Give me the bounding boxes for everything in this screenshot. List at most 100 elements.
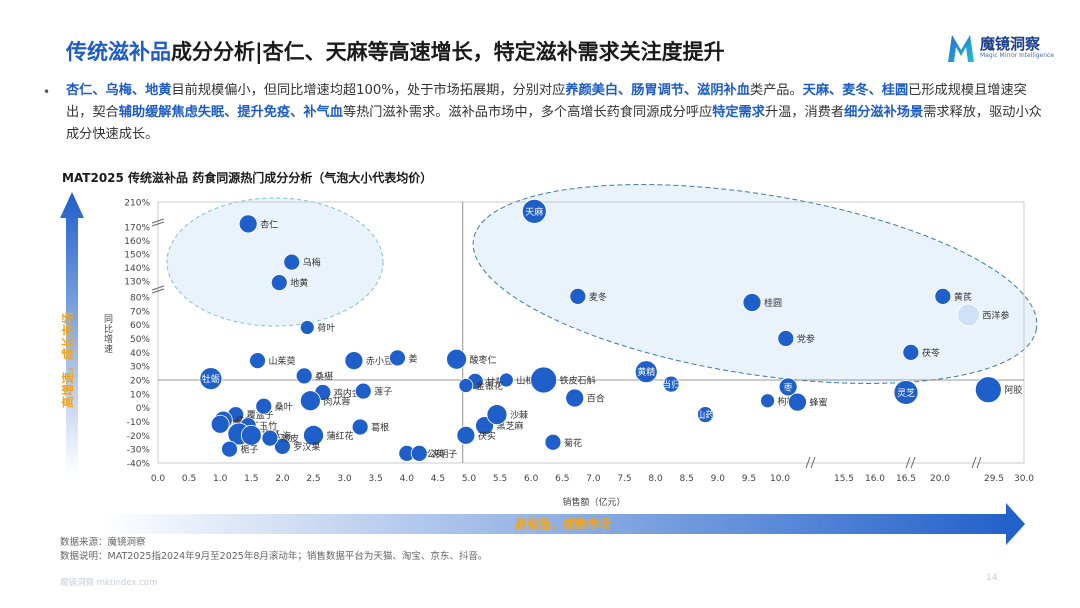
bubble-label: 姜 bbox=[408, 352, 417, 364]
y-axis-title: 同比增速 bbox=[104, 314, 113, 355]
bubble-label: 金银花 bbox=[476, 380, 503, 392]
bubble-point bbox=[957, 303, 980, 327]
bubble-point bbox=[565, 388, 585, 408]
x-axis-break bbox=[810, 456, 816, 469]
x-tick-label: 0.5 bbox=[182, 474, 196, 484]
x-tick-label: 7.5 bbox=[617, 474, 631, 484]
y-tick-label: 0% bbox=[136, 404, 151, 414]
bubble-point bbox=[934, 287, 952, 305]
data-source: 数据来源：魔镜洞察 bbox=[60, 537, 146, 548]
y-tick-label: 130% bbox=[124, 278, 150, 288]
bubble-point bbox=[742, 293, 762, 312]
logo-m-icon bbox=[948, 35, 974, 62]
y-tick-label: 70% bbox=[130, 307, 150, 317]
bubble-label: 山茱萸 bbox=[269, 356, 296, 367]
y-tick-label: 50% bbox=[130, 335, 150, 345]
y-tick-label: -40% bbox=[127, 460, 151, 470]
bubble-point bbox=[902, 343, 920, 361]
x-tick-label: 5.5 bbox=[493, 474, 507, 484]
x-tick-label: 29.5 bbox=[984, 474, 1004, 484]
summary-keyword: 杏仁、乌梅、地黄 bbox=[66, 83, 172, 98]
bubble-point bbox=[238, 214, 258, 234]
x-tick-label: 16.5 bbox=[896, 474, 916, 484]
bubble-label: 决明子 bbox=[430, 448, 457, 460]
bubble-label: 桑椹 bbox=[315, 371, 333, 382]
y-tick-label: 140% bbox=[124, 264, 150, 274]
title-highlight: 传统滋补品 bbox=[66, 40, 171, 64]
bubble-point bbox=[446, 348, 467, 370]
x-axis-break bbox=[905, 456, 911, 469]
bubble-label: 党参 bbox=[797, 333, 815, 345]
bubble-label: 麦冬 bbox=[589, 291, 607, 303]
bubble-label: 赤小豆 bbox=[366, 356, 393, 367]
bubble-point bbox=[521, 198, 547, 224]
y-tick-label: 20% bbox=[130, 377, 150, 387]
growth-zone-left bbox=[166, 197, 384, 327]
bubble-point bbox=[299, 320, 315, 335]
bubble-point bbox=[456, 425, 476, 445]
x-tick-label: 10.0 bbox=[770, 474, 790, 484]
bubble-label: 牡蛎 bbox=[202, 373, 220, 385]
bubble-point bbox=[255, 397, 273, 415]
bubble-point bbox=[696, 406, 714, 423]
bubble-label: 沙棘 bbox=[510, 410, 528, 421]
x-tick-label: 6.5 bbox=[555, 474, 569, 484]
bullet-icon: • bbox=[43, 85, 51, 99]
bubble-label: 杏仁 bbox=[260, 218, 278, 230]
y-tick-label: 60% bbox=[130, 321, 150, 331]
x-tick-label: 8.5 bbox=[680, 474, 694, 484]
summary-segment: 等热门滋补需求。滋补品市场中，多个高增长药食同源成分呼应 bbox=[342, 105, 713, 120]
bubble-point bbox=[777, 330, 795, 347]
summary-segment: 升温，消费者 bbox=[764, 105, 845, 120]
y-tick-label: 210% bbox=[124, 199, 150, 209]
x-tick-label: 16.0 bbox=[865, 474, 885, 484]
chart-title: MAT2025 传统滋补品 药食同源热门成分分析（气泡大小代表均价） bbox=[62, 171, 433, 185]
y-tick-label: 30% bbox=[130, 363, 150, 373]
growth-zone-right bbox=[472, 184, 1038, 384]
bubble-label: 玉竹 bbox=[259, 420, 277, 432]
summary-keyword: 天麻、麦冬、桂圆 bbox=[802, 83, 909, 98]
x-tick-label: 6.0 bbox=[524, 474, 539, 484]
summary-segment: 目前规模偏小，但同比增速均超100%，处于市场拓展期，分别对应 bbox=[171, 83, 566, 98]
bubble-point bbox=[486, 404, 508, 425]
bubble-label: 西洋参 bbox=[982, 309, 1009, 321]
x-tick-label: 4.5 bbox=[431, 474, 445, 484]
y-tick-label: 10% bbox=[130, 390, 150, 400]
x-tick-label: 0.0 bbox=[151, 474, 166, 484]
summary-segment: 需求释放，驱动小众成分快速成长。 bbox=[66, 105, 1042, 142]
bubble-point bbox=[283, 253, 301, 271]
bubble-point bbox=[410, 444, 428, 462]
bubble-label: 蒲红花 bbox=[327, 430, 354, 442]
bubble-point bbox=[344, 351, 364, 371]
bubble-label: 乌梅 bbox=[303, 257, 321, 269]
bubble-label: 肉苁蓉 bbox=[323, 395, 350, 407]
y-tick-label: 170% bbox=[124, 224, 150, 234]
x-tick-label: 2.5 bbox=[306, 474, 320, 484]
x-tick-label: 5.0 bbox=[462, 474, 477, 484]
bubble-point bbox=[974, 376, 1002, 404]
summary-keyword: 细分滋补场景 bbox=[844, 105, 924, 120]
summary-segment: 已形成规模且增速突出，契合 bbox=[66, 83, 1027, 120]
y-arrow-label: 高增速，成长市场 bbox=[60, 312, 75, 408]
x-arrow-label: 高销售，成熟市场 bbox=[515, 516, 611, 531]
summary-text: 杏仁、乌梅、地黄目前规模偏小，但同比增速均超100%，处于市场拓展期，分别对应养… bbox=[66, 80, 1050, 146]
bubble-point bbox=[893, 380, 919, 405]
x-tick-label: 20.0 bbox=[930, 474, 950, 484]
bubble-point bbox=[351, 418, 369, 436]
bubble-label: 山药 bbox=[696, 410, 714, 421]
data-note: 数据说明：MAT2025指2024年9月至2025年8月滚动年；销售数据平台为天… bbox=[60, 551, 488, 562]
bubble-point bbox=[210, 414, 230, 434]
y-tick-label: -10% bbox=[127, 418, 151, 428]
bubble-label: 蜂蜜 bbox=[809, 397, 827, 409]
bubble-point bbox=[634, 360, 658, 384]
page-title: 传统滋补品成分分析|杏仁、天麻等高速增长，特定滋补需求关注度提升 bbox=[66, 36, 725, 66]
logo-subtitle: Magic Mirror Intelligence bbox=[980, 52, 1055, 59]
x-tick-label: 3.0 bbox=[337, 474, 352, 484]
bubble-label: 莲子 bbox=[374, 386, 392, 398]
bubble-point bbox=[569, 287, 587, 305]
y-tick-label: 80% bbox=[130, 294, 150, 304]
bubble-label: 铁皮石斛 bbox=[560, 375, 596, 387]
x-axis-break bbox=[805, 456, 811, 469]
summary-keyword: 辅助缓解焦虑失眠、提升免疫、补气血 bbox=[118, 105, 343, 120]
